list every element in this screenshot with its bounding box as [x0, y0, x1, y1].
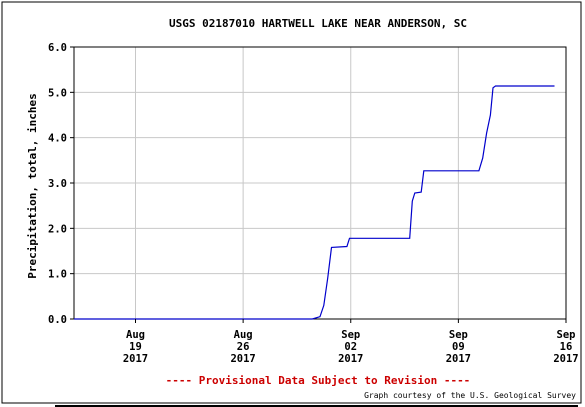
y-axis-label: Precipitation, total, inches	[26, 93, 39, 278]
x-tick-label: 16	[560, 341, 573, 353]
y-tick-labels: 0.0 1.0 2.0 3.0 4.0 5.0 6.0	[48, 42, 74, 326]
chart-title: USGS 02187010 HARTWELL LAKE NEAR ANDERSO…	[169, 17, 467, 30]
x-tick-label: 2017	[446, 353, 471, 365]
x-tick-label: Sep	[449, 329, 468, 341]
x-tick-label: 09	[452, 341, 465, 353]
graph-credit: Graph courtesy of the U.S. Geological Su…	[364, 391, 576, 400]
x-tick-labels: Aug192017Aug262017Sep022017Sep092017Sep1…	[123, 319, 579, 365]
x-tick-label: 2017	[123, 353, 148, 365]
y-tick-label: 6.0	[48, 42, 67, 54]
y-tick-label: 3.0	[48, 178, 67, 190]
y-tick-label: 1.0	[48, 269, 67, 281]
precipitation-line	[74, 85, 555, 320]
x-tick-label: Aug	[126, 329, 145, 341]
y-tick-label: 5.0	[48, 87, 67, 99]
grid-lines	[74, 47, 566, 319]
x-tick-label: 2017	[338, 353, 363, 365]
x-tick-label: Sep	[557, 329, 576, 341]
data-series	[74, 85, 555, 320]
x-tick-label: 26	[237, 341, 250, 353]
x-tick-label: 02	[344, 341, 357, 353]
y-tick-label: 2.0	[48, 223, 67, 235]
y-tick-label: 0.0	[48, 314, 67, 326]
x-tick-label: 2017	[230, 353, 255, 365]
y-tick-label: 4.0	[48, 133, 67, 145]
x-tick-label: 2017	[553, 353, 578, 365]
provisional-disclaimer: ---- Provisional Data Subject to Revisio…	[166, 374, 471, 387]
x-tick-label: 19	[129, 341, 142, 353]
x-tick-label: Aug	[234, 329, 253, 341]
x-tick-label: Sep	[341, 329, 360, 341]
